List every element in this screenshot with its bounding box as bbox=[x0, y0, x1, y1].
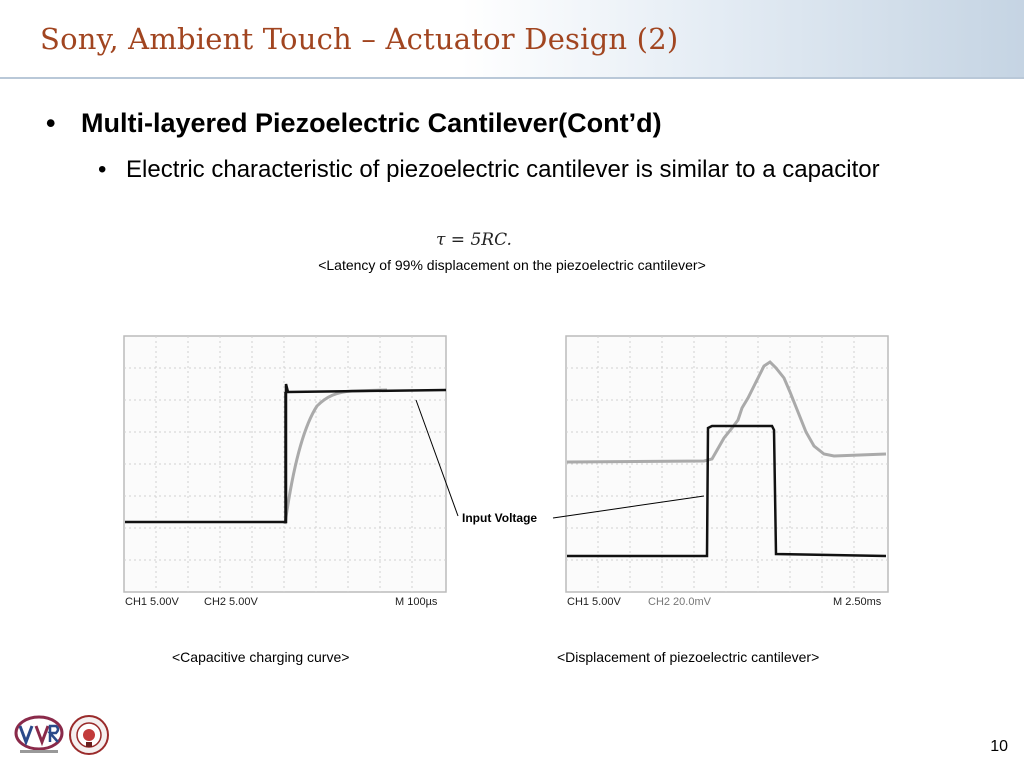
scope-left-ch1: CH1 5.00V bbox=[125, 596, 179, 608]
hvr-logo bbox=[14, 715, 64, 753]
bullet-main-text: Multi-layered Piezoelectric Cantilever(C… bbox=[81, 108, 662, 138]
oscilloscope-left-plot bbox=[123, 335, 447, 593]
caption-latency: <Latency of 99% displacement on the piez… bbox=[318, 257, 706, 273]
header-divider bbox=[0, 77, 1024, 79]
input-voltage-label: Input Voltage bbox=[462, 511, 538, 525]
bullet-marker: • bbox=[98, 156, 107, 183]
bullet-sub-text: Electric characteristic of piezoelectric… bbox=[126, 156, 880, 183]
university-seal-icon bbox=[69, 715, 109, 755]
page-number: 10 bbox=[990, 738, 1008, 755]
bullet-marker: • bbox=[46, 108, 56, 138]
scope-right-timebase: M 2.50ms bbox=[833, 596, 882, 608]
oscilloscope-right: CH1 5.00V CH2 20.0mV M 2.50ms bbox=[564, 334, 890, 614]
oscilloscope-left: CH1 5.00V CH2 5.00V M 100µs bbox=[122, 334, 448, 614]
formula: τ = 5RC. bbox=[436, 230, 512, 250]
scope-right-ch2: CH2 20.0mV bbox=[648, 596, 711, 608]
oscilloscope-right-plot bbox=[565, 335, 889, 593]
caption-charging-curve: <Capacitive charging curve> bbox=[172, 649, 350, 665]
slide-header bbox=[0, 0, 1024, 78]
caption-displacement: <Displacement of piezoelectric cantileve… bbox=[557, 649, 820, 665]
scope-left-timebase: M 100µs bbox=[395, 596, 438, 608]
scope-right-ch1: CH1 5.00V bbox=[567, 596, 621, 608]
scope-left-ch2: CH2 5.00V bbox=[204, 596, 258, 608]
slide-title: Sony, Ambient Touch – Actuator Design (2… bbox=[40, 22, 679, 56]
